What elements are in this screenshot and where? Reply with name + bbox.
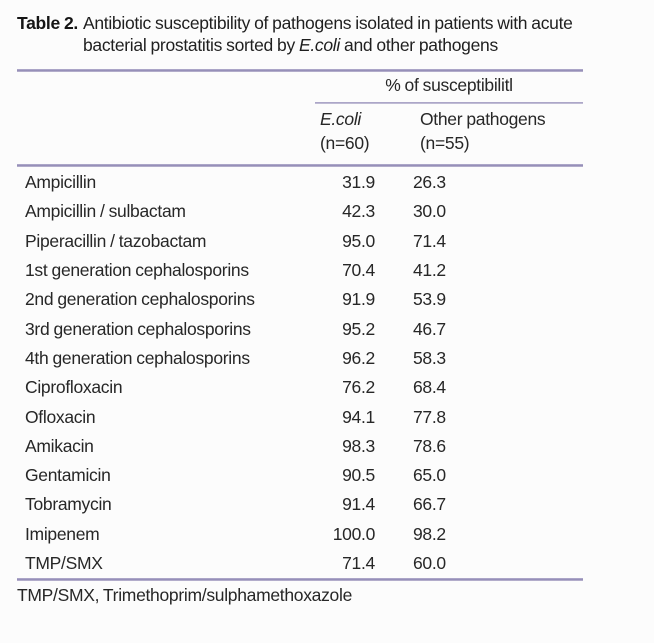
row-value-other: 46.7 bbox=[413, 318, 446, 339]
table-row: Ampicillin 31.9 26.3 bbox=[17, 168, 583, 197]
row-label: 3rd generation cephalosporins bbox=[25, 318, 251, 339]
table-number-label: Table 2. bbox=[17, 13, 78, 33]
column-header-other-n: (n=55) bbox=[420, 132, 470, 153]
row-value-ecoli: 31.9 bbox=[342, 172, 375, 193]
row-value-other: 60.0 bbox=[413, 553, 446, 573]
table-footnote: TMP/SMX, Trimethoprim/sulphamethoxazole bbox=[17, 585, 353, 605]
row-label: Gentamicin bbox=[25, 465, 111, 486]
column-header-ecoli-name: E.coli bbox=[320, 109, 361, 129]
table-row: Ampicillin / sulbactam 42.3 30.0 bbox=[17, 197, 583, 226]
row-value-ecoli: 70.4 bbox=[342, 260, 375, 281]
table-bottom-rule bbox=[17, 578, 583, 581]
table-top-rule bbox=[17, 69, 583, 72]
table-row: 3rd generation cephalosporins 95.2 46.7 bbox=[17, 314, 583, 343]
row-label: Amikacin bbox=[25, 435, 94, 456]
caption-italic-species: E.coli bbox=[298, 35, 340, 55]
row-label: Ciprofloxacin bbox=[25, 377, 123, 398]
row-label: 4th generation cephalosporins bbox=[25, 347, 250, 368]
data-table: % of susceptibilitl E.coli (n=60) Other … bbox=[17, 69, 583, 614]
row-value-other: 68.4 bbox=[413, 377, 446, 398]
table-row: Gentamicin 90.5 65.0 bbox=[17, 461, 583, 490]
row-value-ecoli: 76.2 bbox=[342, 377, 375, 398]
table-row: 4th generation cephalosporins 96.2 58.3 bbox=[17, 344, 583, 373]
column-header-ecoli: E.coli (n=60) bbox=[320, 108, 370, 155]
row-label: Imipenem bbox=[25, 523, 100, 544]
table-row: Amikacin 98.3 78.6 bbox=[17, 432, 583, 461]
table-body: Ampicillin 31.9 26.3 Ampicillin / sulbactam… bbox=[17, 168, 583, 578]
table-row: Ofloxacin 94.1 77.8 bbox=[17, 402, 583, 431]
header-body-divider-rule bbox=[17, 164, 583, 167]
row-value-ecoli: 94.1 bbox=[342, 406, 375, 427]
table-row: Ciprofloxacin 76.2 68.4 bbox=[17, 373, 583, 402]
table-caption: Table 2. Antibiotic susceptibility of pa… bbox=[17, 12, 654, 56]
row-value-ecoli: 90.5 bbox=[342, 465, 375, 486]
row-value-other: 78.6 bbox=[413, 435, 446, 456]
table-caption-text: Antibiotic susceptibility of pathogens i… bbox=[83, 12, 583, 56]
row-label: Ofloxacin bbox=[25, 406, 96, 427]
row-value-ecoli: 96.2 bbox=[342, 347, 375, 368]
row-label: Tobramycin bbox=[25, 494, 112, 515]
row-value-ecoli: 95.0 bbox=[342, 230, 375, 251]
row-value-other: 71.4 bbox=[413, 230, 446, 251]
row-value-other: 65.0 bbox=[413, 465, 446, 486]
table-row: 1st generation cephalosporins 70.4 41.2 bbox=[17, 256, 583, 285]
row-value-ecoli: 98.3 bbox=[342, 435, 375, 456]
group-header-underline-rule bbox=[315, 102, 583, 104]
row-value-ecoli: 71.4 bbox=[342, 553, 375, 573]
row-value-ecoli: 91.4 bbox=[342, 494, 375, 515]
row-value-other: 26.3 bbox=[413, 172, 446, 193]
table-row: 2nd generation cephalosporins 91.9 53.9 bbox=[17, 285, 583, 314]
row-label: TMP/SMX bbox=[25, 553, 103, 573]
column-header-other-pathogens: Other pathogens (n=55) bbox=[420, 108, 546, 155]
table-row: Tobramycin 91.4 66.7 bbox=[17, 490, 583, 519]
group-column-header: % of susceptibilitl bbox=[385, 75, 513, 95]
row-label: Ampicillin bbox=[25, 172, 96, 193]
row-value-ecoli: 100.0 bbox=[332, 523, 376, 544]
column-header-ecoli-n: (n=60) bbox=[320, 132, 370, 153]
column-header-other-name: Other pathogens bbox=[420, 109, 546, 129]
row-value-other: 66.7 bbox=[413, 494, 446, 515]
table-figure: Table 2. Antibiotic susceptibility of pa… bbox=[0, 12, 654, 643]
row-label: 2nd generation cephalosporins bbox=[25, 289, 255, 310]
row-value-other: 77.8 bbox=[413, 406, 446, 427]
row-value-other: 30.0 bbox=[413, 201, 446, 222]
row-value-other: 58.3 bbox=[413, 347, 446, 368]
row-label: 1st generation cephalosporins bbox=[25, 260, 249, 281]
row-value-ecoli: 95.2 bbox=[342, 318, 375, 339]
table-row: Imipenem 100.0 98.2 bbox=[17, 520, 583, 549]
row-label: Ampicillin / sulbactam bbox=[25, 201, 186, 222]
row-value-other: 98.2 bbox=[413, 523, 446, 544]
table-row: Piperacillin / tazobactam 95.0 71.4 bbox=[17, 227, 583, 256]
row-value-ecoli: 91.9 bbox=[342, 289, 375, 310]
caption-text-after: and other pathogens bbox=[339, 35, 498, 55]
table-row: TMP/SMX 71.4 60.0 bbox=[17, 549, 583, 578]
caption-text-before: Antibiotic susceptibility of pathogens i… bbox=[82, 13, 573, 55]
row-value-other: 53.9 bbox=[413, 289, 446, 310]
row-value-other: 41.2 bbox=[413, 260, 446, 281]
row-label: Piperacillin / tazobactam bbox=[25, 230, 207, 251]
row-value-ecoli: 42.3 bbox=[342, 201, 375, 222]
